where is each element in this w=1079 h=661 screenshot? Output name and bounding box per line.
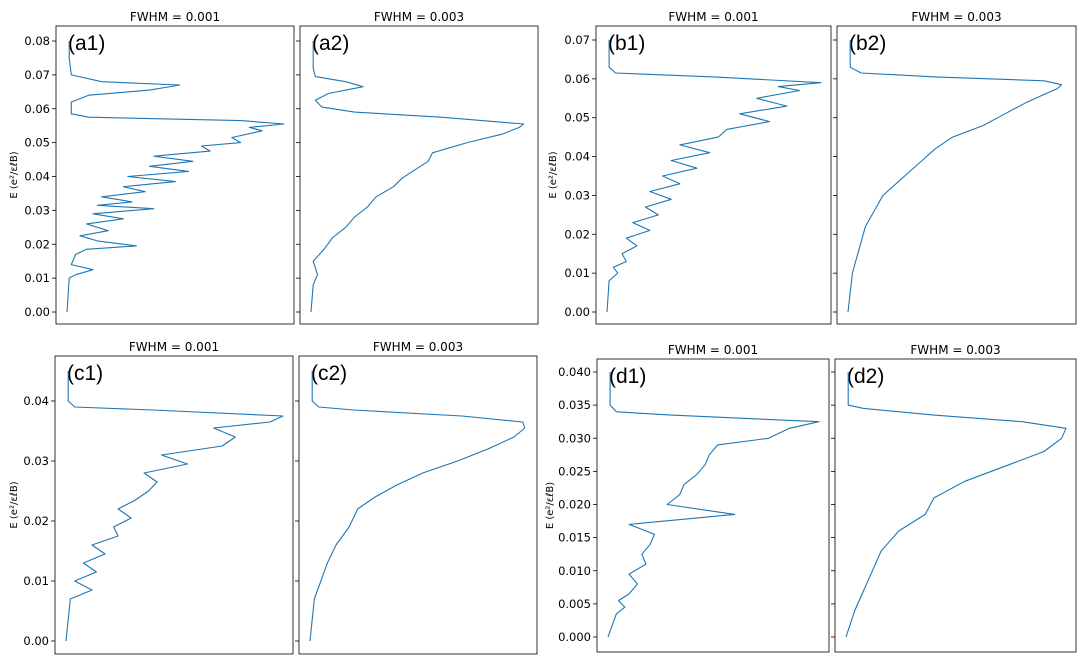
panel-c1: FWHM = 0.001 (c1) 0.00 0.01 0.02 0.03 0.04 bbox=[23, 340, 294, 655]
dos-curve bbox=[606, 40, 822, 313]
panel-tag: (d2) bbox=[847, 365, 884, 388]
y-tick-label: 0.02 bbox=[24, 237, 50, 251]
y-tick-label: 0.04 bbox=[23, 394, 49, 408]
y-axis-label: E (e²/εℓB) bbox=[548, 151, 559, 198]
dos-curve bbox=[310, 41, 525, 313]
y-tick-label: 0.07 bbox=[564, 33, 590, 47]
y-tick-label: 0.025 bbox=[558, 464, 591, 478]
y-tick-label: 0.05 bbox=[564, 111, 590, 125]
dos-curve bbox=[309, 371, 526, 642]
y-tick-label: 0.01 bbox=[23, 574, 49, 588]
y-tick-label: 0.020 bbox=[558, 498, 591, 512]
y-tick-label: 0.000 bbox=[558, 630, 591, 644]
y-tick-label: 0.030 bbox=[558, 431, 591, 445]
y-tick-label: 0.00 bbox=[24, 305, 50, 319]
y-tick-label: 0.08 bbox=[24, 34, 50, 48]
y-tick-label: 0.03 bbox=[23, 454, 49, 468]
panel-tag: (a2) bbox=[312, 32, 349, 55]
dos-curve bbox=[845, 372, 1067, 638]
y-tick-label: 0.00 bbox=[23, 634, 49, 648]
plot-frame bbox=[834, 358, 1077, 653]
y-tick-label: 0.01 bbox=[24, 271, 50, 285]
panel-title: FWHM = 0.003 bbox=[374, 10, 464, 24]
plot-frame bbox=[299, 25, 539, 325]
y-tick-label: 0.07 bbox=[24, 68, 50, 82]
panel-tag: (b1) bbox=[608, 32, 645, 55]
panel-tag: (c1) bbox=[67, 362, 103, 385]
dos-curve bbox=[847, 40, 1063, 313]
panel-a2: FWHM = 0.003 (a2) bbox=[296, 10, 539, 325]
dos-curve bbox=[65, 371, 284, 642]
plot-frame bbox=[596, 358, 830, 653]
panel-title: FWHM = 0.003 bbox=[373, 340, 463, 354]
chart-group-c: FWHM = 0.001(c1)0.000.010.020.030.04FWHM… bbox=[9, 340, 538, 655]
plot-frame bbox=[836, 25, 1077, 325]
y-tick-label: 0.04 bbox=[564, 150, 590, 164]
panel-d2: FWHM = 0.003 (d2) bbox=[831, 343, 1077, 653]
y-tick-label: 0.03 bbox=[24, 203, 50, 217]
panel-title: FWHM = 0.001 bbox=[668, 10, 758, 24]
panel-a1: FWHM = 0.001 (a1) 0.00 0.01 0.02 0.03 0.04 0.05… bbox=[24, 10, 295, 325]
y-tick-label: 0.04 bbox=[24, 170, 50, 184]
y-tick-label: 0.015 bbox=[558, 531, 591, 545]
dos-curve bbox=[607, 372, 820, 638]
panel-tag: (a1) bbox=[68, 32, 105, 55]
y-tick-label: 0.00 bbox=[564, 305, 590, 319]
y-tick-label: 0.035 bbox=[558, 398, 591, 412]
plot-frame bbox=[595, 25, 832, 325]
panel-b2: FWHM = 0.003 (b2) bbox=[833, 10, 1077, 325]
panel-title: FWHM = 0.001 bbox=[129, 340, 219, 354]
y-tick-label: 0.01 bbox=[564, 266, 590, 280]
panel-c2: FWHM = 0.003 (c2) bbox=[295, 340, 538, 655]
panel-title: FWHM = 0.001 bbox=[130, 10, 220, 24]
y-axis-label: E (e²/εℓB) bbox=[9, 481, 20, 528]
panel-title: FWHM = 0.003 bbox=[910, 343, 1000, 357]
panel-title: FWHM = 0.001 bbox=[668, 343, 758, 357]
panel-b1: FWHM = 0.001 (b1) 0.00 0.01 0.02 0.03 0.04 0.05… bbox=[564, 10, 832, 325]
panel-title: FWHM = 0.003 bbox=[911, 10, 1001, 24]
panel-d1: FWHM = 0.001 (d1) 0.000 0.005 0.010 0.015 0.02… bbox=[558, 343, 830, 653]
plot-frame bbox=[55, 25, 295, 325]
y-tick-label: 0.06 bbox=[564, 72, 590, 86]
panel-tag: (d1) bbox=[609, 365, 646, 388]
y-tick-label: 0.06 bbox=[24, 102, 50, 116]
y-tick-label: 0.02 bbox=[564, 227, 590, 241]
y-tick-label: 0.040 bbox=[558, 365, 591, 379]
chart-group-d: FWHM = 0.001 (d1) 0.000 0.005 0.010 0.015 0.02… bbox=[545, 343, 1077, 653]
y-tick-label: 0.010 bbox=[558, 564, 591, 578]
y-axis-label: E (e²/εℓB) bbox=[545, 482, 556, 529]
plot-frame bbox=[298, 355, 538, 655]
plot-frame bbox=[54, 355, 294, 655]
dos-curve bbox=[66, 41, 285, 313]
y-axis-label: E (e²/εℓB) bbox=[9, 151, 20, 198]
chart-group-a: FWHM = 0.001 (a1) 0.00 0.01 0.02 0.03 0.04 0.05… bbox=[9, 10, 539, 325]
panel-tag: (c2) bbox=[311, 362, 347, 385]
panel-tag: (b2) bbox=[849, 32, 886, 55]
y-tick-label: 0.03 bbox=[564, 188, 590, 202]
y-tick-label: 0.005 bbox=[558, 597, 591, 611]
y-tick-label: 0.02 bbox=[23, 514, 49, 528]
y-tick-label: 0.05 bbox=[24, 136, 50, 150]
chart-group-b: FWHM = 0.001 (b1) 0.00 0.01 0.02 0.03 0.04 0.05… bbox=[548, 10, 1077, 325]
